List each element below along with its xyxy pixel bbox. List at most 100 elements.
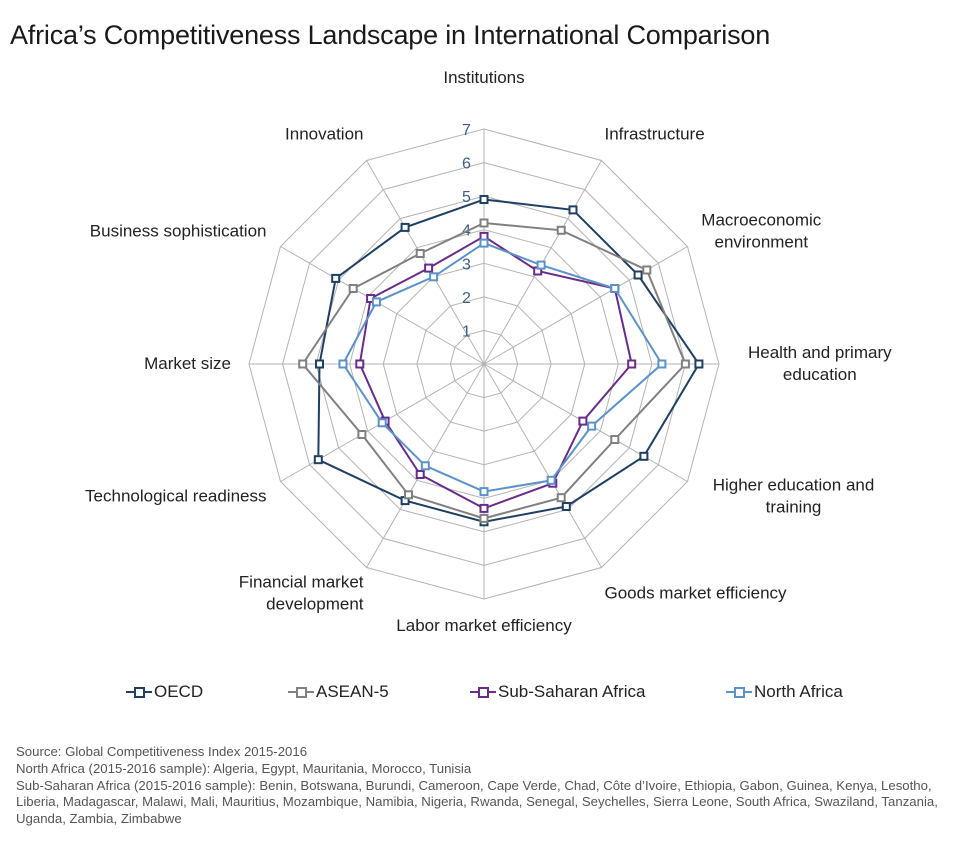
point-asean-5-5 [610, 435, 620, 444]
tick-label-7: 7 [462, 122, 471, 139]
point-north-africa-7 [479, 487, 489, 497]
series-sub-saharan-africa [355, 231, 637, 513]
axis-label-7-line-1: Labor market efficiency [396, 616, 572, 635]
point-asean-5-4 [680, 359, 690, 369]
point-asean-5-8 [404, 490, 413, 500]
point-asean-5-12 [415, 249, 425, 258]
axis-label-3-line-2: environment [715, 233, 809, 252]
point-sub-saharan-africa-8 [415, 470, 425, 479]
point-asean-5-3 [642, 265, 652, 275]
point-sub-saharan-africa-10 [355, 359, 365, 369]
axis-label-1-line-1: Institutions [443, 68, 524, 87]
legend-label-oecd: OECD [154, 682, 204, 701]
tick-label-2: 2 [462, 290, 471, 307]
axis-label-8-line-2: development [266, 595, 364, 614]
axis-label-5-line-1: Higher education and [713, 476, 875, 495]
tick-label-6: 6 [462, 156, 471, 173]
tick-label-1: 1 [462, 323, 471, 340]
series-line-asean-5 [301, 221, 687, 520]
axis-label-9: Technological readiness [85, 487, 266, 506]
axis-label-6: Goods market efficiency [605, 584, 788, 603]
point-oecd-12 [400, 222, 410, 232]
point-oecd-1 [479, 195, 489, 204]
axis-label-9-line-1: Technological readiness [85, 487, 266, 506]
legend-item-north-africa: North Africa [726, 682, 843, 702]
legend-swatch-asean-5 [288, 682, 314, 702]
axis-label-10: Market size [144, 354, 231, 373]
point-sub-saharan-africa-7 [479, 503, 489, 513]
axis-label-11-line-1: Business sophistication [90, 222, 267, 241]
point-asean-5-9 [357, 430, 367, 439]
legend-swatch-north-africa [726, 682, 752, 702]
axis-label-5: Higher education and training [713, 476, 875, 517]
axis-labels: Institutions Infrastructure Macroeconomic e… [85, 68, 892, 635]
legend-item-oecd: OECD [126, 682, 203, 702]
point-oecd-4 [694, 359, 704, 369]
axis-label-7: Labor market efficiency [396, 616, 572, 635]
note-source: Source: Global Competitiveness Index 201… [16, 744, 308, 759]
point-north-africa-2 [536, 260, 546, 270]
point-north-africa-10 [338, 359, 348, 369]
legend-swatch-sub-saharan-africa [470, 682, 496, 702]
tick-label-3: 3 [462, 256, 471, 273]
spoke-6 [483, 363, 602, 568]
axis-label-1: Institutions [443, 68, 524, 87]
axis-label-3: Macroeconomic environment [701, 211, 821, 252]
point-oecd-2 [568, 205, 578, 215]
point-north-africa-6 [546, 475, 556, 485]
axis-label-2: Infrastructure [605, 125, 705, 144]
legend-label-north-africa: North Africa [754, 682, 843, 701]
point-north-africa-12 [429, 272, 439, 282]
point-asean-5-2 [556, 225, 566, 235]
note-north-africa: North Africa (2015-2016 sample): Algeria… [16, 760, 472, 776]
point-asean-5-6 [556, 493, 566, 503]
source-notes: Source: Global Competitiveness Index 201… [16, 744, 946, 828]
axis-label-3-line-1: Macroeconomic [701, 211, 821, 230]
series-north-africa [338, 238, 667, 497]
axis-label-5-line-2: training [766, 498, 822, 517]
legend-label-sub-saharan-africa: Sub-Saharan Africa [498, 682, 646, 701]
point-oecd-6 [561, 502, 571, 511]
point-north-africa-3 [610, 284, 620, 293]
series-layer [298, 195, 704, 527]
chart-title: Africa’s Competitiveness Landscape in In… [10, 20, 771, 50]
legend-item-asean-5: ASEAN-5 [288, 682, 389, 702]
point-sub-saharan-africa-5 [578, 416, 588, 426]
point-asean-5-11 [348, 284, 358, 293]
point-asean-5-7 [479, 513, 489, 523]
point-north-africa-9 [377, 418, 387, 428]
axis-label-10-line-1: Market size [144, 354, 231, 373]
legend: OECD ASEAN-5 Sub-Saharan Africa North Afric… [120, 682, 900, 708]
point-north-africa-11 [371, 297, 381, 307]
axis-label-11: Business sophistication [90, 222, 267, 241]
axis-label-4-line-2: education [783, 365, 857, 384]
series-asean-5 [298, 218, 690, 523]
point-asean-5-10 [298, 359, 308, 369]
series-line-sub-saharan-africa [358, 235, 633, 510]
point-sub-saharan-africa-4 [627, 359, 637, 369]
point-north-africa-1 [479, 238, 489, 248]
legend-label-asean-5: ASEAN-5 [316, 682, 389, 701]
axis-label-4-line-1: Health and primary [748, 343, 892, 362]
point-oecd-9 [313, 455, 323, 465]
point-oecd-10 [315, 359, 324, 369]
spoke-12 [366, 160, 485, 365]
note-sub-saharan-africa: Sub-Saharan Africa (2015-2016 sample): B… [16, 777, 938, 827]
axis-label-6-line-1: Goods market efficiency [605, 584, 788, 603]
axis-label-2-line-1: Infrastructure [605, 125, 705, 144]
series-line-oecd [317, 198, 701, 523]
point-sub-saharan-africa-12 [424, 263, 434, 273]
axis-label-12-line-1: Innovation [285, 125, 363, 144]
legend-item-sub-saharan-africa: Sub-Saharan Africa [470, 682, 645, 702]
axis-label-8: Financial market development [239, 573, 364, 614]
axis-label-12: Innovation [285, 125, 363, 144]
point-asean-5-1 [479, 218, 489, 228]
tick-label-5: 5 [462, 189, 471, 206]
axis-label-4: Health and primary education [748, 343, 892, 384]
point-north-africa-5 [587, 421, 597, 431]
legend-swatch-oecd [126, 682, 152, 702]
point-oecd-3 [633, 270, 643, 280]
spoke-11 [280, 246, 485, 365]
point-north-africa-4 [657, 359, 667, 369]
